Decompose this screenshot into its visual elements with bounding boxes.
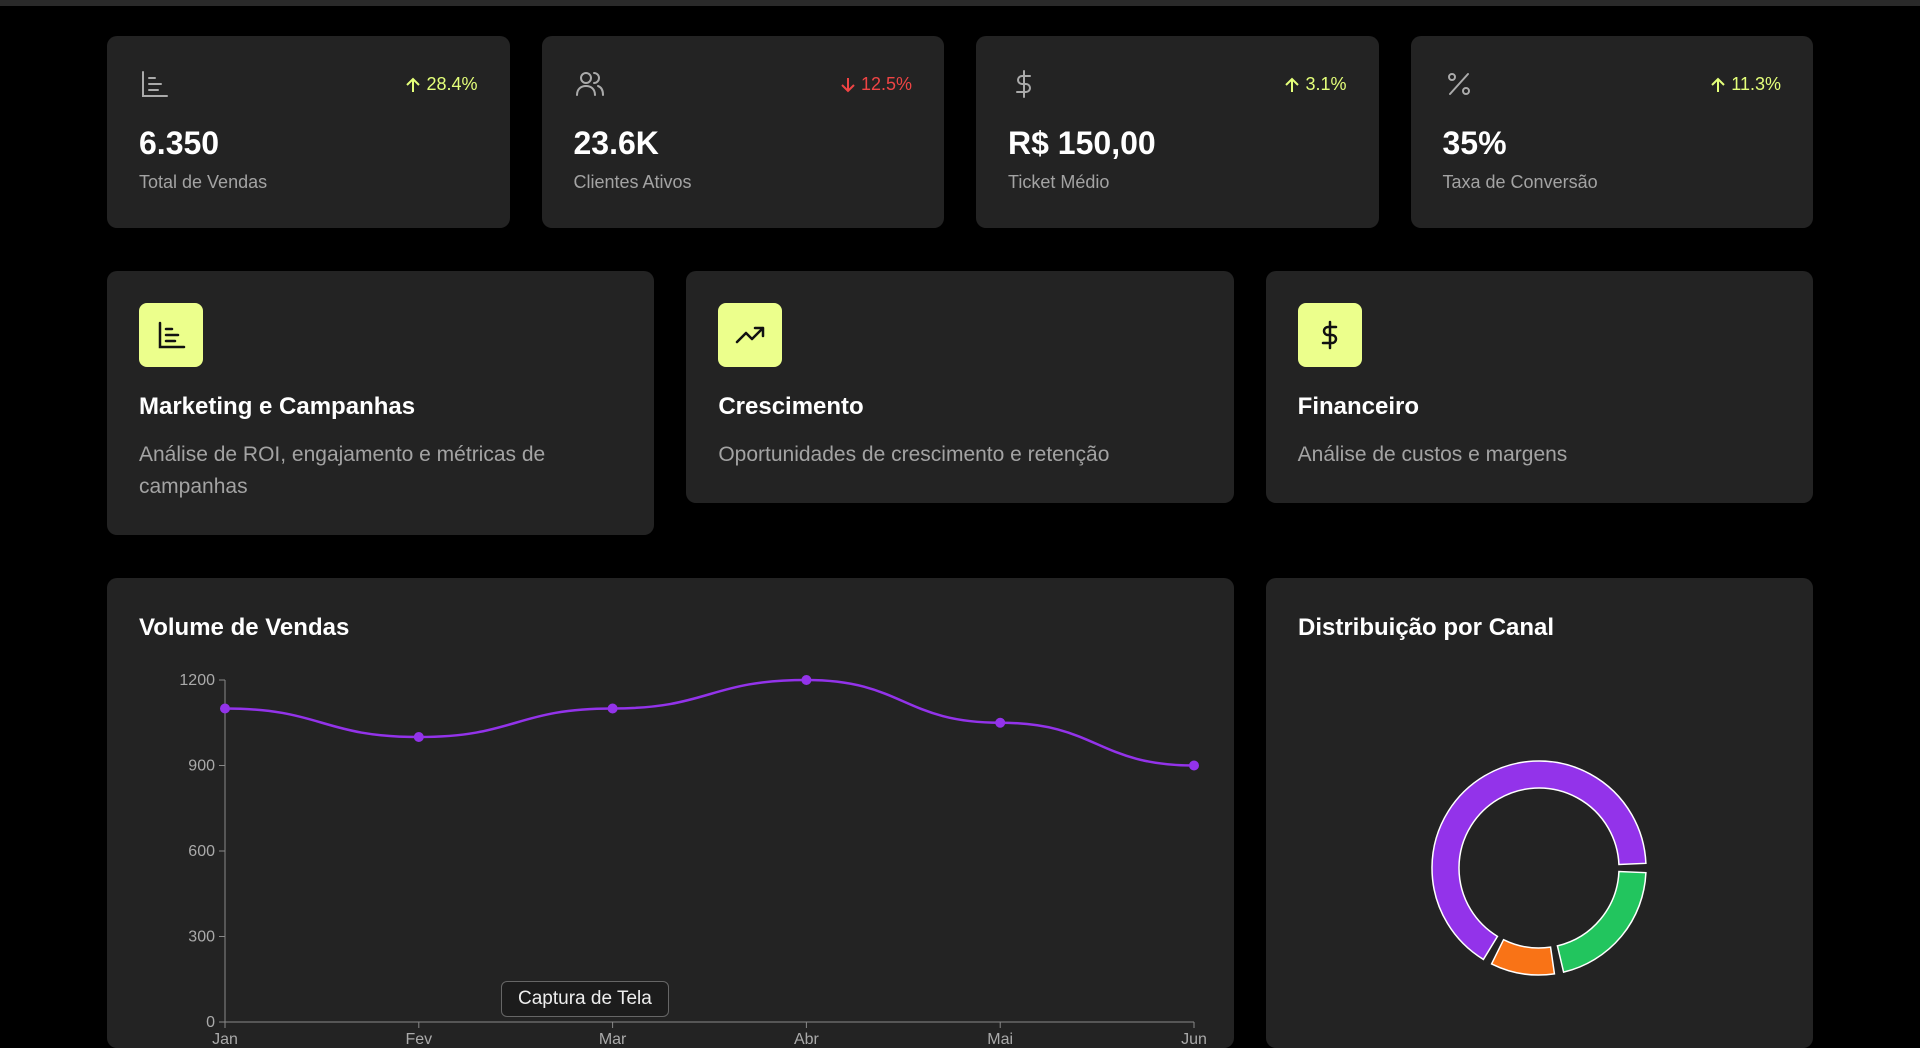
pie-card: Distribuição por Canal [1266, 578, 1813, 1048]
y-tick-label: 1200 [179, 672, 215, 689]
stat-value: 35% [1442, 125, 1507, 161]
section-title: Marketing e Campanhas [139, 393, 416, 420]
stat-change: 28.4% [406, 74, 478, 95]
stat-change: 11.3% [1711, 74, 1781, 95]
section-description: Análise de ROI, engajamento e métricas d… [139, 443, 546, 498]
donut-slice [1490, 938, 1556, 976]
section-card[interactable]: Crescimento Oportunidades de crescimento … [686, 271, 1234, 503]
point [801, 675, 812, 685]
section-card[interactable]: Financeiro Análise de custos e margens [1265, 271, 1813, 503]
point [220, 703, 230, 714]
section-description: Oportunidades de crescimento e retenção [718, 443, 1110, 466]
point [1189, 760, 1199, 771]
top-bar [0, 0, 1920, 6]
stat-icon [1016, 70, 1031, 98]
section-card[interactable]: Marketing e Campanhas Análise de ROI, eng… [107, 271, 655, 535]
stats-row: 28.4% 6.350 Total de Vendas 12.5% 23.6K Clien… [107, 36, 1813, 228]
stat-change-value: 3.1% [1305, 74, 1347, 94]
icon [158, 321, 186, 349]
stat-change: 12.5% [841, 74, 912, 95]
stat-label: Taxa de Conversão [1442, 172, 1598, 192]
dashboard: 28.4% 6.350 Total de Vendas 12.5% 23.6K Clien… [107, 36, 1813, 1048]
stat-value: R$ 150,00 [1008, 125, 1156, 161]
sections-row: Marketing e Campanhas Análise de ROI, eng… [107, 271, 1813, 535]
donut-slice [1431, 760, 1647, 961]
x-tick-label: Fev [405, 1031, 432, 1048]
stat-icon [575, 72, 604, 96]
stat-value: 23.6K [573, 125, 659, 161]
section-icon [1297, 303, 1362, 367]
trend-arrow [1285, 77, 1300, 92]
stat-change-value: 12.5% [860, 74, 912, 94]
stat-card: 12.5% 23.6K Clientes Ativos [541, 36, 944, 228]
donut-chart [1431, 760, 1647, 976]
tooltip: Captura de Tela [501, 981, 669, 1017]
section-icon [718, 303, 783, 367]
line-chart: 0 300 600 900 1200 Jan Fev Mar Abr Mai Jun [179, 672, 1207, 1048]
chart-title: Distribuição por Canal [1298, 614, 1555, 641]
line-card: Volume de Vendas 0 300 600 900 1200 Jan Fev Mar… [107, 578, 1234, 1048]
icon [1321, 320, 1337, 350]
stat-card: 11.3% 35% Taxa de Conversão [1410, 36, 1813, 228]
trend-arrow [406, 77, 421, 92]
x-tick-label: Jan [212, 1031, 238, 1048]
donut-slice [1556, 870, 1647, 974]
chart-title: Volume de Vendas [139, 614, 350, 641]
stat-change-value: 28.4% [426, 74, 478, 94]
x-tick-label: Mai [987, 1031, 1013, 1048]
y-tick-label: 900 [188, 758, 215, 775]
icon [736, 326, 765, 344]
point [413, 732, 424, 742]
y-tick-label: 0 [206, 1014, 215, 1031]
trend-arrow [1711, 77, 1726, 92]
charts-row: Volume de Vendas 0 300 600 900 1200 Jan Fev Mar… [107, 578, 1813, 1048]
line [224, 678, 1195, 767]
section-title: Crescimento [718, 393, 864, 420]
stat-change-value: 11.3% [1731, 74, 1781, 94]
x-tick-label: Abr [794, 1031, 820, 1048]
x-tick-label: Jun [1181, 1031, 1207, 1048]
section-description: Análise de custos e margens [1297, 443, 1568, 466]
stat-card: 3.1% R$ 150,00 Ticket Médio [976, 36, 1379, 228]
section-icon [139, 303, 203, 367]
y-tick-label: 300 [188, 929, 215, 946]
stat-label: Ticket Médio [1008, 172, 1110, 192]
stat-icon [142, 71, 168, 97]
stat-change: 3.1% [1285, 74, 1347, 95]
section-title: Financeiro [1297, 393, 1420, 420]
x-tick-label: Mar [599, 1031, 627, 1048]
stat-value: 6.350 [139, 125, 220, 161]
stat-icon [1447, 73, 1470, 95]
point [995, 717, 1006, 728]
stat-card: 28.4% 6.350 Total de Vendas [107, 36, 510, 228]
y-tick-label: 600 [188, 843, 215, 860]
stat-label: Total de Vendas [139, 172, 268, 192]
stat-label: Clientes Ativos [573, 172, 692, 192]
trend-arrow [841, 77, 855, 92]
point [607, 703, 618, 714]
